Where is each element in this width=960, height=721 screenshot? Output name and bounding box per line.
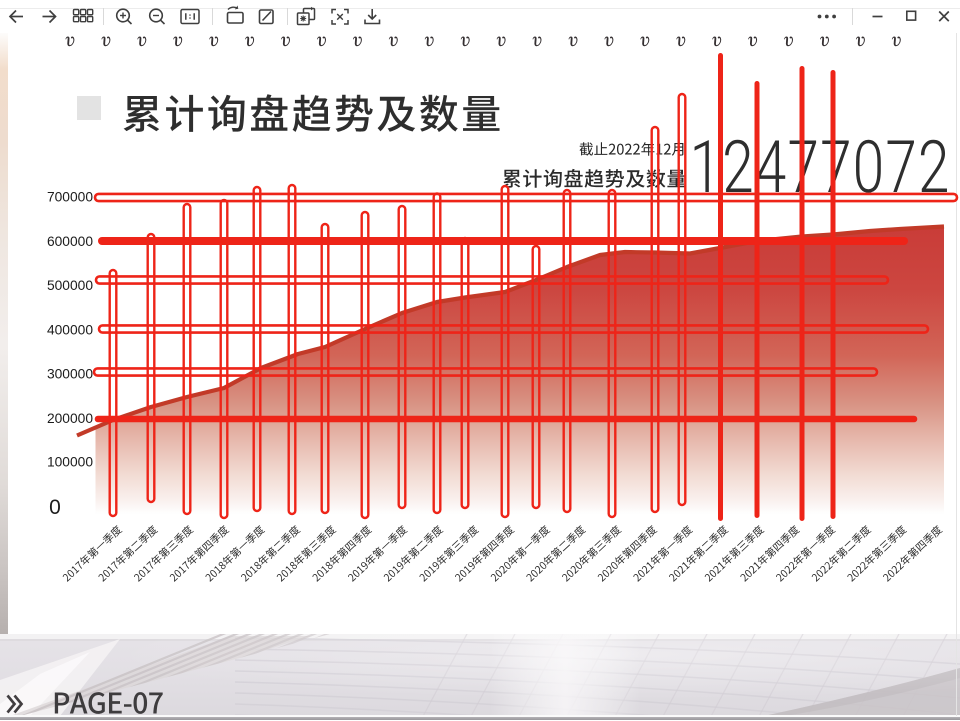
svg-text:600000: 600000 bbox=[47, 234, 93, 249]
svg-text:500000: 500000 bbox=[47, 278, 93, 293]
svg-text:400000: 400000 bbox=[47, 323, 93, 338]
svg-text:0: 0 bbox=[49, 496, 61, 519]
svg-text:300000: 300000 bbox=[47, 367, 93, 382]
svg-text:100000: 100000 bbox=[47, 455, 93, 470]
svg-text:700000: 700000 bbox=[47, 190, 93, 205]
svg-text:200000: 200000 bbox=[47, 411, 93, 426]
